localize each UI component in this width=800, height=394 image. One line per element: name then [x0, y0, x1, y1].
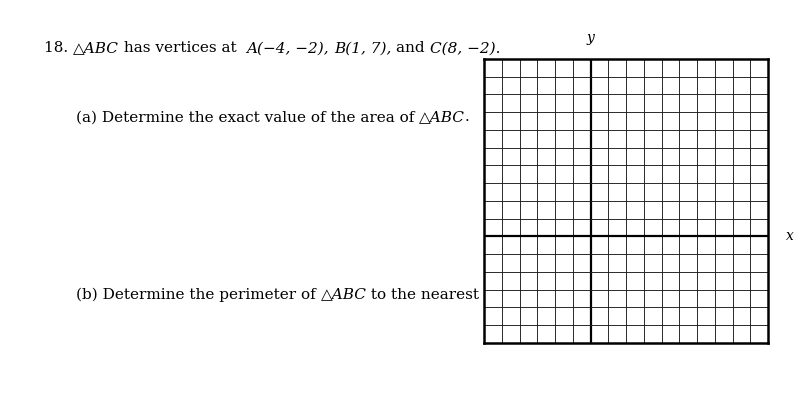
Text: B(1, 7),: B(1, 7), [334, 41, 396, 56]
Text: △ABC: △ABC [73, 41, 119, 56]
Text: △ABC: △ABC [419, 110, 465, 125]
Text: A(−4, −2),: A(−4, −2), [246, 41, 334, 56]
Text: x: x [786, 229, 794, 243]
Text: △ABC: △ABC [321, 288, 366, 302]
Text: y: y [586, 31, 594, 45]
Text: .: . [465, 110, 470, 125]
Text: to the nearest tenth.: to the nearest tenth. [366, 288, 530, 302]
Text: (b) Determine the perimeter of: (b) Determine the perimeter of [76, 288, 321, 302]
Text: 18.: 18. [44, 41, 73, 56]
Text: C(8, −2).: C(8, −2). [430, 41, 500, 56]
Text: (a) Determine the exact value of the area of: (a) Determine the exact value of the are… [76, 110, 419, 125]
Text: and: and [396, 41, 430, 56]
Text: has vertices at: has vertices at [119, 41, 246, 56]
